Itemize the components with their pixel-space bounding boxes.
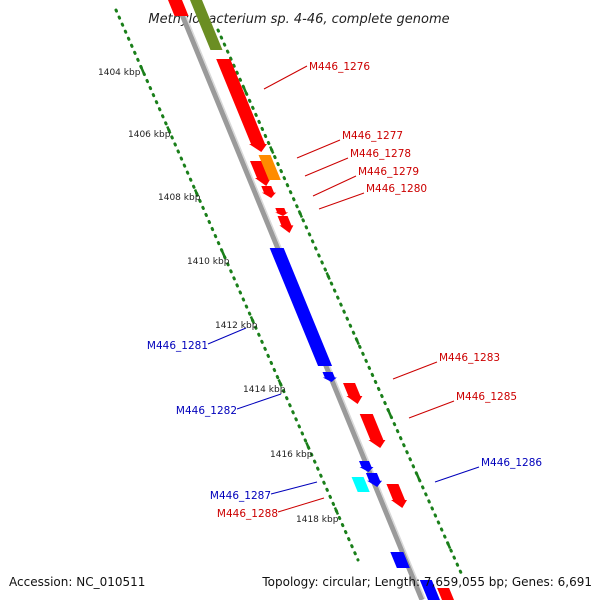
gene-label[interactable]: M446_1278 [350, 148, 411, 160]
label-connector [318, 192, 365, 210]
ruler-tick [333, 507, 340, 515]
ruler-tick [193, 189, 200, 197]
gene-feature [261, 186, 276, 198]
gene-label[interactable]: M446_1287 [210, 490, 271, 502]
gene-feature [258, 155, 281, 180]
gene-feature [437, 588, 454, 600]
gene-feature [322, 372, 337, 382]
ruler-tick [415, 474, 422, 482]
label-connector [277, 497, 325, 513]
ruler-tick-label: 1410 kbp [187, 257, 230, 267]
map-title: Methylobacterium sp. 4-46, complete geno… [148, 12, 449, 27]
gene-feature [216, 59, 268, 152]
label-connectors [207, 65, 480, 513]
ruler-tick-label: 1412 kbp [215, 321, 258, 331]
gene-feature [359, 414, 386, 448]
label-connector [392, 361, 438, 380]
label-connector [312, 175, 357, 197]
ruler-tick [445, 541, 452, 549]
label-connector [236, 393, 282, 410]
ruler-tick [305, 442, 311, 450]
ruler-tick [221, 251, 227, 259]
gene-feature [419, 580, 440, 600]
gene-feature [359, 461, 374, 472]
gene-label[interactable]: M446_1285 [456, 391, 517, 403]
ruler-tick [269, 146, 275, 154]
gene-labels: M446_1276 M446_1277 M446_1278 M446_1279 M446… [147, 61, 542, 520]
ruler-tick [386, 408, 392, 416]
gene-label[interactable]: M446_1286 [481, 457, 542, 469]
gene-label[interactable]: M446_1280 [366, 183, 427, 195]
gene-feature [190, 0, 223, 50]
ruler-left [114, 8, 360, 562]
ruler-right [216, 28, 464, 577]
gene-label[interactable]: M446_1281 [147, 340, 208, 352]
label-connector [296, 139, 341, 159]
ruler-tick [139, 65, 145, 73]
gene-feature [275, 208, 289, 216]
gene-track [168, 0, 454, 600]
gene-label[interactable]: M446_1276 [309, 61, 370, 73]
accession-label: Accession: NC_010511 [9, 575, 146, 589]
ruler-tick [166, 126, 172, 134]
label-connector [270, 481, 318, 495]
ruler-tick [249, 316, 256, 324]
gene-feature [343, 383, 363, 404]
ruler-tick-label: 1418 kbp [296, 515, 339, 525]
ruler-tick-label: 1416 kbp [270, 450, 313, 460]
gene-feature [250, 161, 271, 186]
ruler-tick [354, 337, 360, 345]
gene-feature [277, 216, 294, 233]
label-connector [434, 466, 480, 483]
ruler-tick-label: 1408 kbp [158, 193, 201, 203]
gene-feature [168, 0, 189, 16]
gene-feature [269, 248, 333, 366]
gene-feature [386, 484, 407, 508]
topology-label: Topology: circular; Length: 7,659,055 bp… [262, 575, 592, 589]
ruler-tick-label: 1414 kbp [243, 385, 286, 395]
gene-label[interactable]: M446_1277 [342, 130, 403, 142]
ruler-tick [242, 86, 248, 94]
label-connector [304, 157, 349, 177]
ruler-lines [114, 8, 464, 577]
gene-feature [365, 473, 383, 487]
label-connector [207, 327, 247, 345]
label-connector [263, 65, 308, 90]
ruler-tick-label: 1404 kbp [98, 68, 141, 78]
ruler-tick-labels: 1404 kbp 1406 kbp 1408 kbp 1410 kbp 1412 kbp… [98, 68, 339, 525]
ruler-tick-label: 1406 kbp [128, 130, 171, 140]
ruler-tick [297, 210, 304, 218]
gene-label[interactable]: M446_1279 [358, 166, 419, 178]
gene-label[interactable]: M446_1288 [217, 508, 278, 520]
ruler-tick [325, 272, 331, 280]
ruler-tick [277, 379, 283, 387]
gene-label[interactable]: M446_1283 [439, 352, 500, 364]
gene-label[interactable]: M446_1282 [176, 405, 237, 417]
label-connector [408, 400, 455, 419]
gene-feature [351, 477, 370, 492]
gene-feature [390, 552, 410, 568]
